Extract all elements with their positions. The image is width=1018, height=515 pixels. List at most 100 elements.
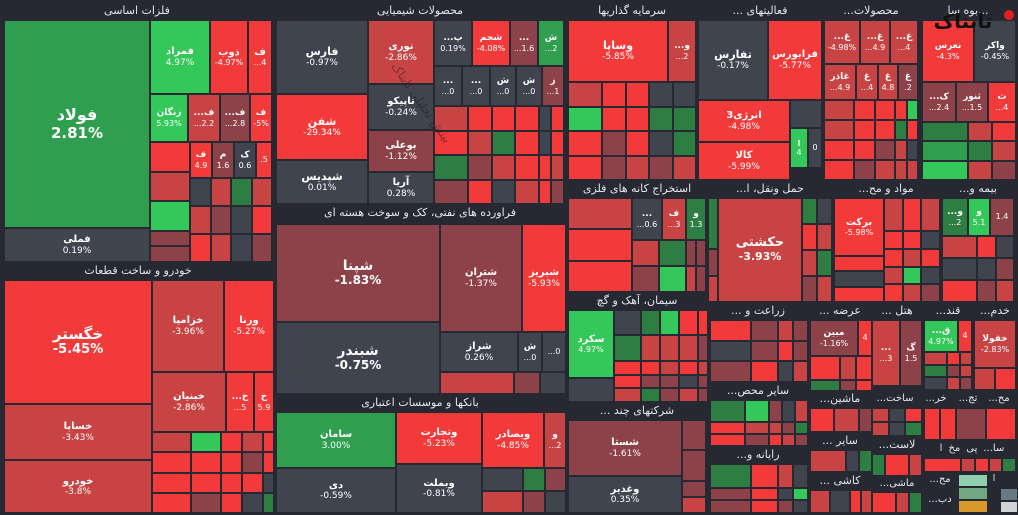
- tile-c3[interactable]: ... ...0: [462, 66, 490, 106]
- tile-sanur[interactable]: ثنور ...1.5: [956, 82, 988, 122]
- tile-p[interactable]: پ... 0.19%: [434, 20, 472, 66]
- sector-title: فلزات اساسی: [104, 4, 170, 17]
- tile-shbandar[interactable]: شبندر -0.75%: [276, 322, 440, 394]
- tile-c1[interactable]: ... ...1.6: [510, 20, 538, 66]
- tile-zero[interactable]: 0: [808, 128, 822, 168]
- tile-zangan[interactable]: زنگان 5.93%: [150, 94, 188, 142]
- tile-fars[interactable]: فارس -0.97%: [276, 20, 368, 94]
- tile-ins-2[interactable]: و 5.1: [968, 198, 990, 236]
- small-tiles-cluster: [152, 432, 274, 513]
- tile-saman[interactable]: سامان 3.00%: [276, 412, 396, 468]
- tile-shbriz[interactable]: شبریز -5.93%: [522, 224, 566, 332]
- tile-sekord[interactable]: سکرد 4.97%: [568, 310, 614, 378]
- tile-shraz[interactable]: شراز 0.26%: [440, 332, 518, 372]
- tile-verna[interactable]: ورنا -5.27%: [224, 280, 274, 372]
- tile-gh-sugar[interactable]: ق... 4.97%: [924, 320, 958, 352]
- tile-a[interactable]: ا 4: [790, 128, 808, 168]
- tile-mobin[interactable]: مبین -1.16%: [810, 320, 858, 356]
- tile-a-top[interactable]: [790, 100, 822, 128]
- tile-vtejarat[interactable]: وتجارت -5.23%: [396, 412, 482, 464]
- tile-sh5[interactable]: ...0: [542, 332, 566, 372]
- tile-f2[interactable]: ف... ...2.2: [188, 94, 220, 142]
- tile-arya[interactable]: آریا 0.28%: [368, 172, 434, 204]
- tile-hakeshti[interactable]: حکشتی -3.93%: [718, 198, 802, 302]
- tile-f1[interactable]: ف ...4: [248, 20, 272, 94]
- tile-dey[interactable]: دی -0.59%: [276, 468, 396, 513]
- tile-vakar[interactable]: واکر -0.45%: [974, 20, 1016, 82]
- tile-small-5[interactable]: .5: [256, 142, 272, 178]
- tile-khzamia[interactable]: خزامیا -3.96%: [152, 280, 224, 372]
- tile-shasta[interactable]: شستا -1.61%: [568, 420, 682, 476]
- tile-mining-f[interactable]: ف ...3: [662, 198, 686, 240]
- tile-energy3[interactable]: انرژی3 -4.98%: [698, 100, 790, 142]
- tile-sh2[interactable]: ش ...0: [490, 66, 516, 106]
- tile-khsapa[interactable]: خساپا -3.43%: [4, 404, 152, 460]
- sector-title: سرمایه گذاریها: [598, 4, 666, 17]
- tile-v[interactable]: و... ...2: [668, 20, 696, 82]
- tile-khgostar[interactable]: خگستر -5.45%: [4, 280, 152, 404]
- tile-femrad[interactable]: فمراد 4.97%: [150, 20, 210, 94]
- tile-gh2[interactable]: غ... ...4.9: [860, 20, 890, 64]
- tile-cement-2[interactable]: [568, 378, 614, 402]
- tile-kala[interactable]: کالا -5.99%: [698, 142, 790, 180]
- tile-vghadir[interactable]: وغدیر 0.35%: [568, 476, 682, 513]
- tile-z[interactable]: ز ...1: [542, 66, 564, 106]
- tile-shepna[interactable]: شپنا -1.83%: [276, 224, 440, 322]
- tile-vasapa[interactable]: وساپا -5.85%: [568, 20, 668, 82]
- tile-khodro[interactable]: خودرو -3.8%: [4, 460, 152, 513]
- tile-mining-1[interactable]: ... ...0.6: [632, 198, 662, 240]
- tile-shpedis[interactable]: شپدیس 0.01%: [276, 160, 368, 204]
- logo-dot-icon: [1004, 10, 1014, 20]
- tile-naras[interactable]: نعرس -4.3%: [922, 20, 974, 82]
- tile-femli[interactable]: فملی 0.19%: [4, 228, 150, 262]
- tile-khbonyan[interactable]: خبنیان -2.86%: [152, 372, 226, 432]
- tile-f5[interactable]: ف 4.9: [190, 142, 212, 178]
- tile-k2[interactable]: ک... ...2.4: [922, 82, 956, 122]
- tile-k[interactable]: ک 0.6: [234, 142, 256, 178]
- tile-ghazar[interactable]: غاذر ...4.9: [824, 64, 856, 100]
- tile-ins-1[interactable]: و... ...2: [942, 198, 968, 236]
- tile-folad[interactable]: فولاد 2.81%: [4, 20, 150, 228]
- tile-tafars[interactable]: تفارس -0.17%: [698, 20, 768, 100]
- tile-sh4[interactable]: ش ...0: [518, 332, 542, 372]
- tile-supply-2[interactable]: 4: [858, 320, 872, 356]
- tile-sugar-2[interactable]: 4: [958, 320, 972, 352]
- tile-kh2[interactable]: خ 5.9: [254, 372, 274, 432]
- tile-hotel-1[interactable]: ... ...3: [872, 320, 900, 386]
- tile-shafan[interactable]: شفن -29.34%: [276, 94, 368, 160]
- tile-vbmellat[interactable]: وبملت -0.81%: [396, 464, 482, 513]
- tile-c2[interactable]: ... ...0: [434, 66, 462, 106]
- tile-farabours[interactable]: فرابورس -5.77%: [768, 20, 822, 100]
- tile-shajam[interactable]: شجم -4.08%: [472, 20, 510, 66]
- tile-sh1[interactable]: ش ...2: [538, 20, 564, 66]
- tile-tapiko[interactable]: تاپیکو -0.24%: [368, 84, 434, 130]
- small-tiles-cluster: [482, 468, 566, 513]
- tile-v2[interactable]: و ...2: [544, 412, 566, 468]
- tile-mining-v[interactable]: و 1.3: [686, 198, 706, 240]
- sector-cement: سیمان، آهک و گچ سکرد 4.97%: [566, 292, 708, 402]
- tile-hotel-g[interactable]: گ 1.5: [900, 320, 922, 386]
- tile-s[interactable]: ث ...4: [988, 82, 1016, 122]
- tile-gh4[interactable]: غ ...4: [856, 64, 878, 100]
- sector-title: خودرو و ساخت قطعات: [84, 264, 192, 277]
- tile-kh1[interactable]: خ... ...5: [226, 372, 254, 432]
- sector-products: محصولات... غ... -4.98% غ... ...4.9 غ... …: [822, 2, 920, 180]
- tile-gh3[interactable]: غ... ...4: [890, 20, 918, 64]
- sector-title: محصولات شیمیایی: [376, 4, 464, 17]
- tile-boali[interactable]: بوعلی -1.12%: [368, 130, 434, 172]
- tile-shtran[interactable]: شتران -1.37%: [440, 224, 522, 332]
- tile-gh1[interactable]: غ... -4.98%: [824, 20, 860, 64]
- tile-m[interactable]: م 1.6: [212, 142, 234, 178]
- sector-supply: عرضه ... مبین -1.16% 4: [808, 302, 872, 404]
- tile-f3[interactable]: ف... ...2.8: [220, 94, 250, 142]
- tile-sh3[interactable]: ش ...0: [516, 66, 542, 106]
- tile-barekat[interactable]: برکت -5.98%: [834, 198, 884, 256]
- tile-gh5[interactable]: غ 4.8: [878, 64, 898, 100]
- tile-ins-3[interactable]: 1.4: [990, 198, 1014, 236]
- tile-vbsader[interactable]: وبصادر -4.85%: [482, 412, 544, 468]
- tile-khfoola[interactable]: خفولا -2.83%: [974, 320, 1016, 368]
- tile-gh6[interactable]: غ .2: [898, 64, 918, 100]
- tile-zob[interactable]: ذوب -4.97%: [210, 20, 248, 94]
- tile-f4[interactable]: ف -5%: [250, 94, 272, 142]
- tile-noori[interactable]: نوری -2.86%: [368, 20, 434, 84]
